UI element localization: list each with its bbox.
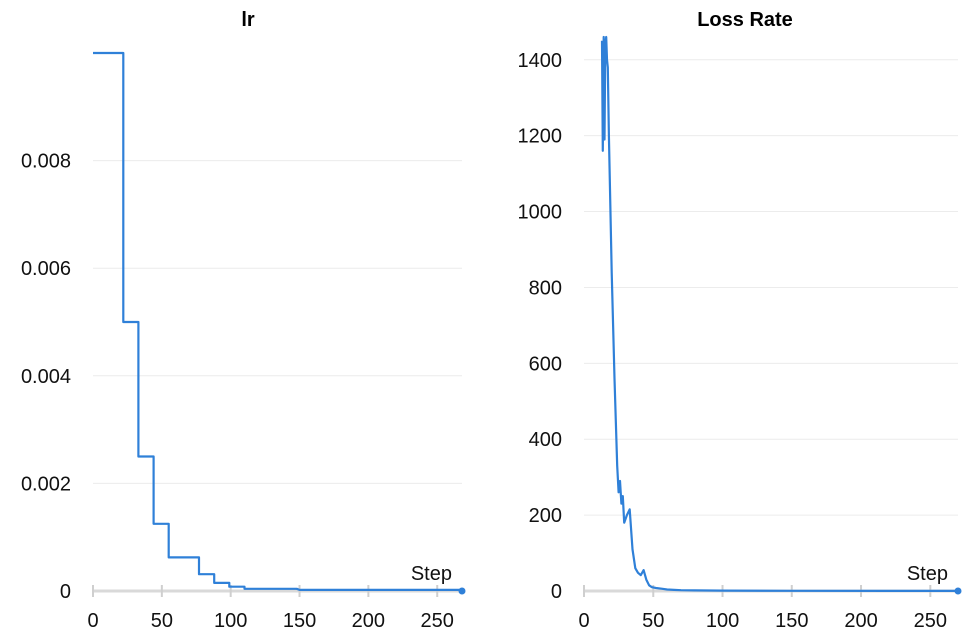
loss-rate-series-line: [600, 35, 956, 593]
loss-rate-grid: [584, 59, 958, 516]
loss-rate-y-tick-label: 1400: [518, 50, 563, 72]
lr-axis-end-marker: [458, 587, 466, 595]
lr-ticks: 0 0.002 0.004 0.006 0.008 0 50 100 150 200 250: [21, 151, 454, 632]
loss-rate-x-tick-label: 250: [914, 610, 947, 632]
lr-x-tick-label: 150: [283, 610, 316, 632]
loss-rate-x-axis-label: Step: [907, 563, 948, 585]
loss-rate-axis-end-marker: [954, 587, 962, 595]
loss-rate-y-tick-label: 1200: [518, 126, 563, 148]
loss-rate-series: [600, 35, 956, 593]
lr-x-tick-label: 0: [87, 610, 98, 632]
loss-rate-x-tick-label: 100: [706, 610, 739, 632]
lr-y-tick-label: 0.004: [21, 366, 71, 388]
loss-rate-x-tick-label: 50: [642, 610, 664, 632]
lr-y-tick-label: 0.002: [21, 473, 71, 495]
lr-x-tick-label: 250: [421, 610, 454, 632]
loss-rate-y-tick-label: 800: [529, 277, 562, 299]
lr-x-tick-label: 50: [151, 610, 173, 632]
loss-rate-y-tick-label: 400: [529, 429, 562, 451]
loss-rate-x-tick-label: 150: [775, 610, 808, 632]
loss-rate-chart-svg: Loss Rate 0 200 400 600 800 1000 1200 1400 0 50 10…: [518, 9, 962, 632]
loss-rate-y-tick-label: 600: [529, 353, 562, 375]
lr-y-tick-label: 0: [60, 581, 71, 603]
loss-rate-chart-title: Loss Rate: [697, 9, 793, 31]
lr-chart: lr 0 0.002 0.004 0.006 0.008 0 50 100 150 200 250 …: [21, 9, 466, 632]
loss-rate-x-tick-label: 200: [844, 610, 877, 632]
loss-rate-chart: Loss Rate 0 200 400 600 800 1000 1200 1400 0 50 10…: [482, 0, 964, 636]
lr-series: [93, 51, 462, 592]
loss-rate-ticks: 0 200 400 600 800 1000 1200 1400 0 50 100 150 200 250: [518, 50, 947, 632]
lr-x-tick-label: 200: [352, 610, 385, 632]
loss-rate-y-tick-label: 1000: [518, 202, 563, 224]
loss-rate-y-tick-label: 0: [551, 581, 562, 603]
lr-x-axis-label: Step: [411, 563, 452, 585]
lr-y-tick-label: 0.008: [21, 151, 71, 173]
loss-rate-x-tick-label: 0: [578, 610, 589, 632]
lr-grid: [93, 160, 462, 484]
lr-x-tick-label: 100: [214, 610, 247, 632]
loss-rate-y-tick-label: 200: [529, 505, 562, 527]
lr-y-tick-label: 0.006: [21, 258, 71, 280]
lr-chart-title: lr: [241, 9, 255, 31]
lr-series-line: [93, 51, 462, 592]
